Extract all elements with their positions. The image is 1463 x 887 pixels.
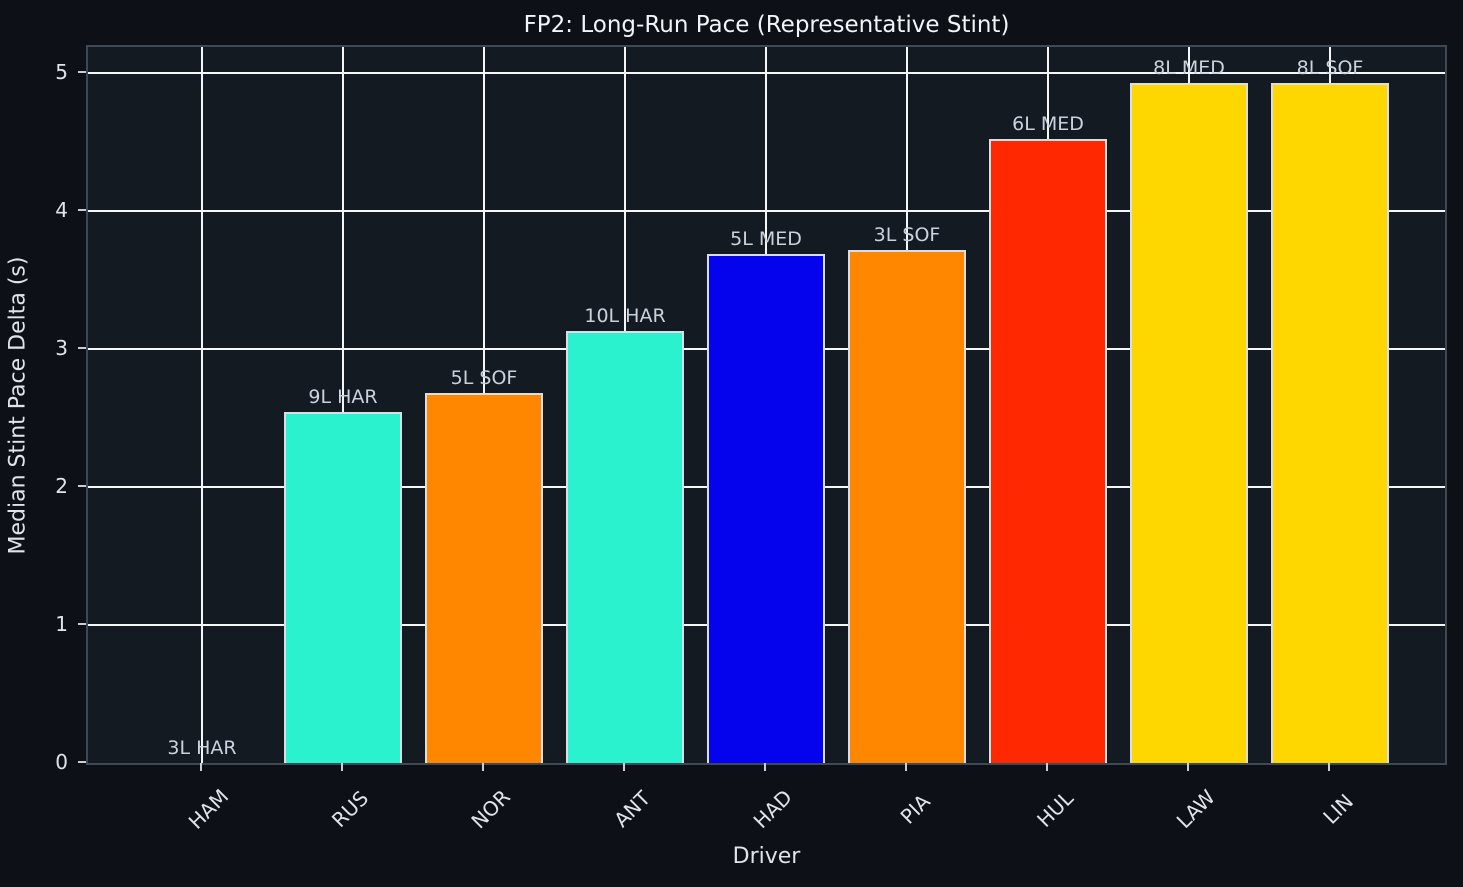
bar-label: 9L HAR: [308, 386, 378, 408]
x-tick-label: ANT: [609, 786, 656, 832]
x-tick-label: PIA: [895, 789, 935, 829]
x-tick-label: HAD: [748, 784, 797, 834]
y-tick-label: 5: [55, 60, 68, 84]
y-tick-mark: [78, 761, 86, 763]
y-tick-mark: [78, 347, 86, 349]
plot-area: 3L HAR 9L HAR 5L SOF 10L HAR 5L MED 3L SOF 6L …: [86, 45, 1447, 765]
bar: [848, 250, 966, 763]
x-tick-mark: [200, 763, 202, 771]
chart-title: FP2: Long-Run Pace (Representative Stint…: [523, 12, 1010, 38]
gridline-v: [342, 47, 344, 763]
y-tick-mark: [78, 209, 86, 211]
x-tick-label: LIN: [1318, 789, 1358, 829]
bar-label: 6L MED: [1012, 113, 1084, 135]
x-tick-mark: [482, 763, 484, 771]
x-tick-mark: [764, 763, 766, 771]
x-tick-mark: [1187, 763, 1189, 771]
bar-label: 8L SOF: [1296, 57, 1364, 79]
bar-label: 5L SOF: [450, 367, 518, 389]
x-tick-mark: [1328, 763, 1330, 771]
y-tick-label: 1: [55, 612, 68, 636]
x-tick-mark: [1046, 763, 1048, 771]
bar-label: 5L MED: [730, 228, 802, 250]
bar-label: 3L SOF: [873, 224, 941, 246]
y-tick-label: 0: [55, 750, 68, 774]
bar-label: 10L HAR: [584, 305, 666, 327]
x-tick-label: NOR: [466, 784, 515, 834]
gridline-v: [201, 47, 203, 763]
bar: [284, 412, 402, 763]
y-tick-mark: [78, 485, 86, 487]
x-tick-label: LAW: [1171, 784, 1220, 834]
y-tick-label: 2: [55, 474, 68, 498]
x-tick-mark: [905, 763, 907, 771]
y-tick-mark: [78, 623, 86, 625]
y-tick-mark: [78, 71, 86, 73]
y-tick-label: 4: [55, 198, 68, 222]
x-tick-label: HUL: [1032, 786, 1079, 832]
bar: [707, 254, 825, 763]
y-axis-label: Median Stint Pace Delta (s): [5, 256, 31, 555]
x-tick-label: HAM: [183, 784, 234, 834]
bar: [566, 331, 684, 763]
x-tick-label: RUS: [326, 785, 374, 833]
bar: [1271, 83, 1389, 763]
bar-label: 8L MED: [1153, 57, 1225, 79]
x-axis-label: Driver: [732, 844, 801, 869]
x-tick-mark: [623, 763, 625, 771]
x-tick-mark: [341, 763, 343, 771]
y-tick-label: 3: [55, 336, 68, 360]
bar: [1130, 83, 1248, 763]
bar: [425, 393, 543, 763]
bar: [989, 139, 1107, 763]
bar-label: 3L HAR: [167, 737, 237, 759]
